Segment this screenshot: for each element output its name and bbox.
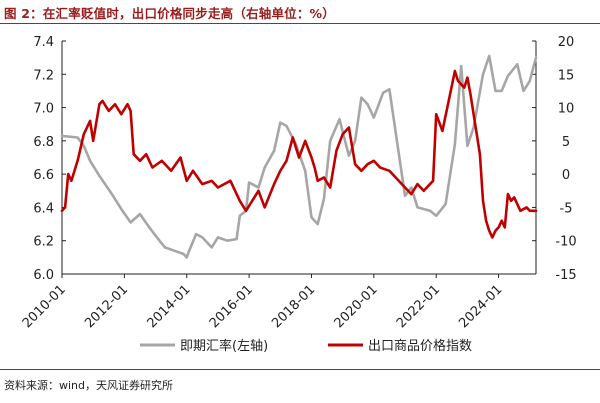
y-right-tick-label: -5 (560, 201, 573, 216)
y-left-tick-label: 6.8 (33, 135, 54, 150)
y-right-tick-label: 20 (558, 35, 575, 50)
y-left-tick-label: 6.4 (33, 201, 54, 216)
source-note: 资料来源：wind，天风证券研究所 (4, 379, 174, 392)
x-tick-label: 2018-01 (269, 282, 318, 331)
y-right-tick-label: 0 (562, 168, 570, 183)
legend-label-export-price-index: 出口商品价格指数 (368, 338, 472, 354)
x-tick-label: 2010-01 (20, 282, 69, 331)
y-right-tick-label: 15 (558, 68, 575, 83)
chart-title: 图 2：在汇率贬值时，出口价格同步走高（右轴单位：%） (4, 6, 335, 21)
series-line-export-price-index (60, 69, 538, 239)
y-left-tick-label: 6.2 (33, 235, 54, 250)
y-left-tick-label: 7.4 (33, 35, 54, 50)
x-tick-label: 2022-01 (394, 282, 443, 331)
y-left-tick-label: 7.2 (33, 68, 54, 83)
y-right-tick-label: -15 (555, 268, 576, 283)
x-tick-label: 2024-01 (456, 282, 505, 331)
header-rule (0, 23, 600, 24)
x-tick-label: 2012-01 (82, 282, 131, 331)
y-right-tick-label: 10 (558, 102, 575, 117)
y-left-tick-label: 7.0 (33, 102, 54, 117)
series-line-spot-rate (60, 54, 538, 259)
x-tick-label: 2020-01 (332, 282, 381, 331)
y-left-tick-label: 6.0 (33, 268, 54, 283)
x-tick-label: 2014-01 (145, 282, 194, 331)
x-tick-label: 2016-01 (207, 282, 256, 331)
footer-rule (0, 369, 600, 370)
series-group (60, 54, 538, 259)
y-right-tick-label: -10 (555, 235, 576, 250)
y-left-tick-label: 6.6 (33, 168, 54, 183)
legend-label-spot-rate: 即期汇率(左轴) (180, 338, 268, 354)
legend: 即期汇率(左轴) 出口商品价格指数 (140, 338, 472, 354)
y-right-tick-label: 5 (562, 135, 570, 150)
